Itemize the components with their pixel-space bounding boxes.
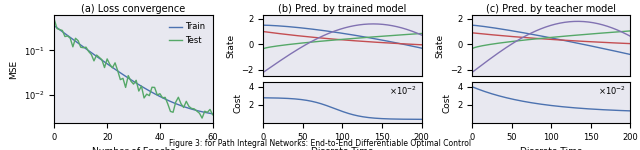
- Line: Train: Train: [54, 26, 212, 114]
- Y-axis label: State: State: [227, 33, 236, 58]
- Train: [51, 25, 58, 27]
- Train: [106, 65, 114, 66]
- Train: [135, 84, 143, 85]
- Legend: Train, Test: Train, Test: [166, 19, 209, 48]
- Test: [88, 54, 95, 55]
- X-axis label: Number of Epochs: Number of Epochs: [92, 147, 175, 150]
- Train: [145, 90, 153, 92]
- Text: Figure 3: for Path Integral Networks: End-to-End Differentiable Optimal Control: Figure 3: for Path Integral Networks: En…: [169, 140, 471, 148]
- Y-axis label: State: State: [436, 33, 445, 58]
- Test: [188, 108, 195, 109]
- Test: [82, 46, 90, 48]
- Test: [106, 63, 114, 65]
- Test: [51, 19, 58, 21]
- Test: [209, 114, 216, 116]
- Test: [198, 117, 206, 119]
- X-axis label: Discrete Time: Discrete Time: [520, 147, 582, 150]
- Y-axis label: MSE: MSE: [10, 59, 19, 79]
- Text: $\times10^{-2}$: $\times10^{-2}$: [598, 84, 626, 97]
- Test: [145, 95, 153, 97]
- Train: [188, 108, 195, 110]
- Title: (b) Pred. by trained model: (b) Pred. by trained model: [278, 4, 406, 14]
- Train: [88, 52, 95, 54]
- Y-axis label: Cost: Cost: [234, 93, 243, 113]
- Train: [209, 113, 216, 115]
- X-axis label: Discrete Time: Discrete Time: [311, 147, 374, 150]
- Title: (a) Loss convergence: (a) Loss convergence: [81, 4, 186, 14]
- Test: [135, 90, 143, 92]
- Y-axis label: Cost: Cost: [443, 93, 452, 113]
- Text: $\times10^{-2}$: $\times10^{-2}$: [389, 84, 417, 97]
- Title: (c) Pred. by teacher model: (c) Pred. by teacher model: [486, 4, 616, 14]
- Line: Test: Test: [54, 20, 212, 118]
- Train: [82, 48, 90, 50]
